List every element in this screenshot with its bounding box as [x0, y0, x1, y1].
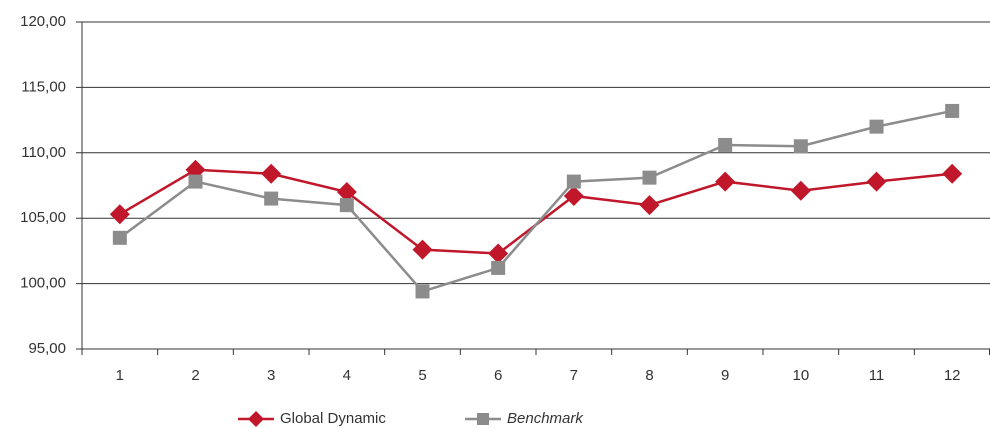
- y-tick-label: 95,00: [28, 340, 66, 357]
- diamond-marker: [639, 195, 660, 216]
- diamond-marker: [715, 171, 736, 192]
- square-marker: [491, 260, 506, 275]
- x-tick-label: 5: [418, 367, 426, 384]
- x-tick-label: 8: [645, 367, 653, 384]
- legend-marker: [477, 413, 489, 425]
- square-marker: [566, 174, 581, 189]
- y-tick-label: 110,00: [21, 144, 66, 161]
- diamond-marker: [261, 163, 282, 184]
- y-tick-label: 100,00: [20, 275, 66, 292]
- square-marker: [642, 170, 657, 185]
- diamond-marker: [790, 180, 811, 201]
- x-tick-label: 6: [494, 367, 502, 384]
- x-tick-label: 12: [944, 367, 961, 384]
- x-tick-label: 4: [343, 367, 351, 384]
- x-tick-label: 3: [267, 367, 275, 384]
- y-tick-label: 115,00: [21, 78, 66, 95]
- x-tick-label: 2: [191, 367, 199, 384]
- legend-marker: [248, 411, 264, 427]
- legend-label: Global Dynamic: [280, 410, 386, 427]
- diamond-marker: [942, 163, 963, 184]
- square-marker: [945, 103, 960, 118]
- square-marker: [415, 284, 430, 299]
- x-tick-label: 1: [116, 367, 124, 384]
- diamond-marker: [866, 171, 887, 192]
- x-tick-label: 7: [570, 367, 578, 384]
- legend-label: Benchmark: [507, 410, 584, 427]
- square-marker: [718, 137, 733, 152]
- diamond-marker: [109, 204, 130, 225]
- series-line: [119, 168, 953, 255]
- y-tick-label: 105,00: [20, 209, 66, 226]
- square-marker: [188, 174, 203, 189]
- square-marker: [339, 198, 354, 213]
- diamond-marker: [412, 239, 433, 260]
- x-tick-label: 10: [792, 367, 809, 384]
- square-marker: [869, 119, 884, 134]
- diamond-marker: [563, 185, 584, 206]
- x-tick-label: 11: [869, 367, 885, 384]
- diamond-marker: [488, 243, 509, 264]
- square-marker: [112, 230, 127, 245]
- series-line: [119, 109, 953, 293]
- square-marker: [793, 139, 808, 154]
- x-tick-label: 9: [721, 367, 729, 384]
- y-tick-label: 120,00: [20, 13, 66, 30]
- square-marker: [264, 191, 279, 206]
- diamond-marker: [336, 182, 357, 203]
